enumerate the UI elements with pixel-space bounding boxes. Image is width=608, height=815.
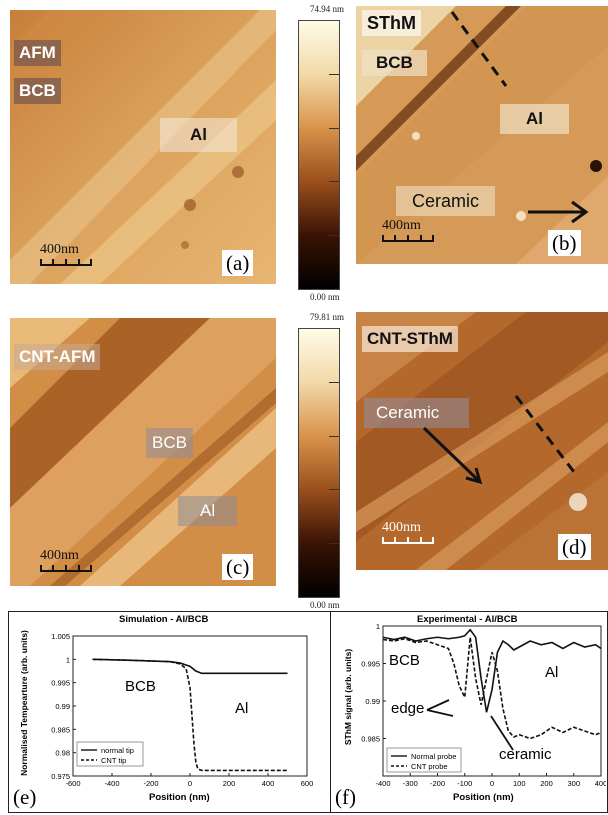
- colorbar-bottom: [298, 328, 340, 598]
- cnt-afm-topography-image: [10, 318, 276, 586]
- annotation-arrow: [426, 709, 454, 717]
- colorbar-top-max: 74.94 nm: [310, 4, 345, 14]
- ceramic-label: Ceramic: [364, 398, 470, 428]
- afm-image-panel: AFM BCB Al 400nm (a): [10, 10, 276, 284]
- colorbar-bottom-min: 0.00 nm: [310, 600, 340, 610]
- y-tick-label: 0.99: [365, 697, 380, 706]
- panel-letter: (a): [222, 250, 254, 276]
- panel-letter: (c): [222, 554, 254, 580]
- x-tick-label: -400: [375, 779, 390, 788]
- simulation-chart: -600 -400 -200 0 200 400 600 1.005 1 0.995 0.99 0.9…: [51, 632, 314, 788]
- panel-letter: (e): [11, 784, 39, 810]
- annotation-arrow: [490, 715, 514, 751]
- x-tick-label: 400: [595, 779, 606, 788]
- legend-label: CNT probe: [411, 762, 448, 771]
- legend-box: [386, 747, 462, 773]
- scale-bar-label: 400nm: [40, 242, 79, 257]
- y-tick-label: 1: [66, 655, 70, 664]
- y-tick-label: 0.995: [361, 660, 380, 669]
- series-line-1: [382, 628, 602, 713]
- bcb-label: BCB: [14, 78, 61, 104]
- x-tick-label: 0: [188, 779, 192, 788]
- colorbar-top-min: 0.00 nm: [310, 292, 340, 302]
- series-line-2: [92, 658, 288, 772]
- legend-label: CNT tip: [101, 756, 126, 765]
- panel-letter: (f): [333, 784, 358, 810]
- cnt-afm-image-panel: CNT-AFM BCB Al 400nm (c): [10, 318, 276, 586]
- x-axis-label: Position (nm): [453, 792, 514, 803]
- x-tick-label: 400: [262, 779, 275, 788]
- arrow-icon: [528, 200, 589, 224]
- scale-bar-label: 400nm: [40, 548, 79, 563]
- x-tick-label: -200: [430, 779, 445, 788]
- arrow-icon: [422, 426, 483, 485]
- afm-tag: AFM: [14, 40, 61, 66]
- x-tick-label: -100: [457, 779, 472, 788]
- y-tick-label: 0.98: [55, 749, 70, 758]
- legend-label: normal tip: [101, 746, 134, 755]
- al-label: Al: [178, 496, 238, 526]
- series-line-1: [92, 658, 288, 675]
- bcb-label: BCB: [389, 652, 420, 669]
- al-label: Al: [235, 700, 249, 717]
- edge-label: edge: [391, 700, 425, 717]
- x-tick-label: -300: [403, 779, 418, 788]
- x-axis-label: Position (nm): [149, 792, 210, 803]
- chart-title: Simulation - Al/BCB: [119, 614, 209, 625]
- scale-bar: 400nm: [40, 242, 92, 266]
- series-line-2: [382, 637, 602, 740]
- y-tick-label: 0.995: [51, 679, 70, 688]
- colorbar-bottom-max: 79.81 nm: [310, 312, 345, 322]
- simulation-chart-panel: Simulation - Al/BCB Normalised Tempeartu…: [9, 612, 329, 810]
- panel-letter: (b): [548, 230, 581, 256]
- scale-bar-label: 400nm: [382, 520, 421, 535]
- scale-bar-label: 400nm: [382, 218, 421, 233]
- experimental-chart-panel: Experimental - Al/BCB SThM signal (arb. …: [331, 612, 606, 810]
- legend-box: [76, 741, 144, 767]
- sthm-tag: SThM: [362, 10, 421, 36]
- chart-title: Experimental - Al/BCB: [417, 614, 518, 625]
- x-tick-label: -400: [104, 779, 119, 788]
- cnt-sthm-tag: CNT-SThM: [362, 326, 458, 352]
- sthm-image-panel: SThM BCB Al Ceramic 400nm (b): [356, 6, 608, 264]
- x-tick-label: -600: [65, 779, 80, 788]
- bcb-label: BCB: [146, 428, 193, 458]
- cnt-sthm-thermal-image: [356, 312, 608, 570]
- experimental-chart: -400 -300 -200 -100 0 100 200 300 400 1 0.995 0.99 0…: [361, 622, 606, 788]
- legend-label: Normal probe: [411, 752, 456, 761]
- y-tick-label: 0.975: [51, 772, 70, 781]
- charts-divider: [330, 611, 331, 812]
- x-tick-label: 0: [490, 779, 494, 788]
- y-tick-label: 0.985: [51, 725, 70, 734]
- x-tick-label: 100: [513, 779, 526, 788]
- cnt-afm-tag: CNT-AFM: [14, 344, 101, 370]
- y-tick-label: 1: [376, 622, 380, 631]
- annotation-arrow: [426, 699, 450, 711]
- bcb-label: BCB: [125, 678, 156, 695]
- y-tick-label: 0.985: [361, 735, 380, 744]
- colorbar-top: [298, 20, 340, 290]
- x-tick-label: 200: [540, 779, 553, 788]
- x-tick-label: 300: [567, 779, 580, 788]
- ceramic-label: ceramic: [499, 746, 552, 763]
- scale-bar: 400nm: [40, 548, 92, 572]
- cnt-sthm-image-panel: CNT-SThM Ceramic 400nm (d): [356, 312, 608, 570]
- x-tick-label: -200: [143, 779, 158, 788]
- x-tick-label: 600: [301, 779, 314, 788]
- scale-bar: 400nm: [382, 218, 434, 242]
- al-label: Al: [545, 664, 559, 681]
- al-label: Al: [500, 104, 569, 134]
- al-label: Al: [160, 118, 237, 152]
- bcb-label: BCB: [362, 50, 427, 76]
- y-tick-label: 0.99: [55, 702, 70, 711]
- y-tick-label: 1.005: [51, 632, 70, 641]
- x-tick-label: 200: [223, 779, 236, 788]
- panel-letter: (d): [558, 534, 591, 560]
- ceramic-label: Ceramic: [396, 186, 496, 216]
- scale-bar: 400nm: [382, 520, 434, 544]
